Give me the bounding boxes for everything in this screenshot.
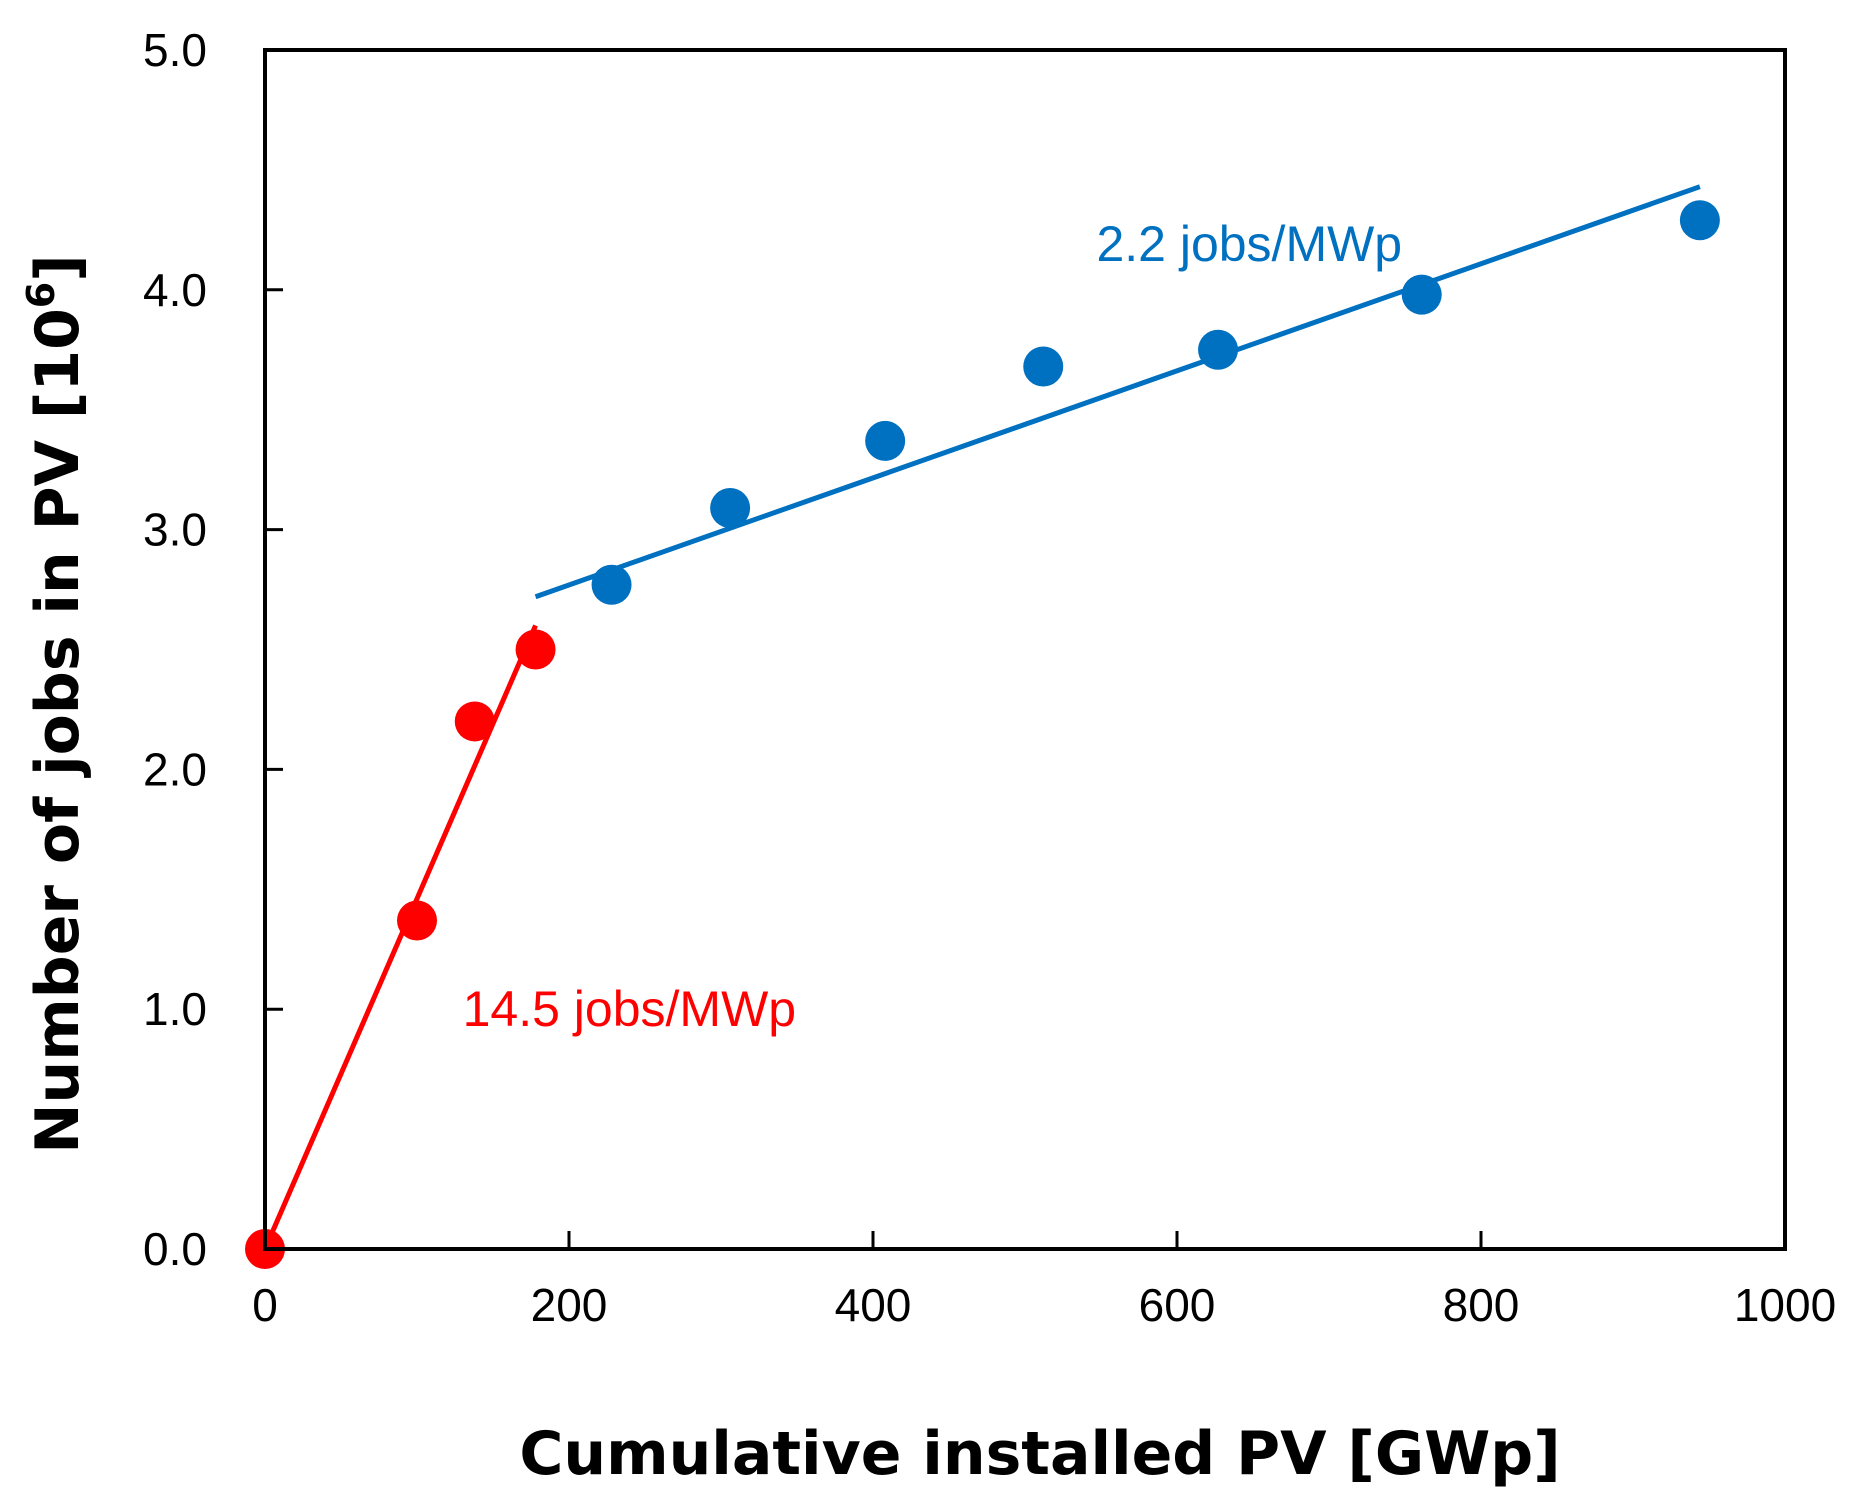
data-point-early bbox=[454, 701, 495, 742]
annotations: 14.5 jobs/MWp 2.2 jobs/MWp bbox=[463, 216, 1403, 1037]
x-tick-label: 200 bbox=[531, 1279, 608, 1331]
x-axis-ticks: 0 200 400 600 800 1000 bbox=[252, 1231, 1836, 1331]
x-tick-label: 600 bbox=[1139, 1279, 1216, 1331]
y-axis-title-main: Number of jobs in PV [10 bbox=[23, 308, 93, 1154]
fit-line-early bbox=[262, 624, 538, 1250]
x-tick-label: 1000 bbox=[1734, 1279, 1836, 1331]
data-point-later bbox=[710, 488, 751, 529]
x-tick-label: 800 bbox=[1443, 1279, 1520, 1331]
data-point-later bbox=[1198, 329, 1239, 370]
y-tick-label: 2.0 bbox=[143, 743, 207, 795]
y-axis-ticks: 0.0 1.0 2.0 3.0 4.0 5.0 bbox=[143, 24, 283, 1275]
data-point-later bbox=[591, 564, 632, 605]
slope-annotation: 2.2 jobs/MWp bbox=[1096, 216, 1402, 272]
slope-annotation: 14.5 jobs/MWp bbox=[463, 981, 796, 1037]
data-points bbox=[245, 200, 1720, 1269]
y-axis-title-superscript: 6 bbox=[19, 282, 63, 308]
x-tick-label: 400 bbox=[835, 1279, 912, 1331]
x-tick-label: 0 bbox=[252, 1279, 278, 1331]
x-axis-title: Cumulative installed PV [GWp] bbox=[519, 1419, 1560, 1489]
y-tick-label: 0.0 bbox=[143, 1223, 207, 1275]
data-point-later bbox=[1401, 274, 1442, 315]
y-tick-label: 1.0 bbox=[143, 983, 207, 1035]
plot-frame bbox=[263, 48, 1787, 1251]
y-axis-title-close: ] bbox=[23, 254, 93, 281]
y-tick-label: 4.0 bbox=[143, 264, 207, 316]
data-point-later bbox=[1679, 200, 1720, 241]
data-point-early bbox=[397, 900, 437, 941]
data-point-early bbox=[515, 629, 556, 670]
data-point-later bbox=[1023, 346, 1064, 387]
y-axis-title: Number of jobs in PV [106] bbox=[19, 254, 93, 1153]
y-tick-label: 3.0 bbox=[143, 504, 207, 556]
fit-line-later bbox=[534, 184, 1701, 600]
y-tick-label: 5.0 bbox=[143, 24, 207, 76]
data-point-later bbox=[865, 420, 906, 461]
